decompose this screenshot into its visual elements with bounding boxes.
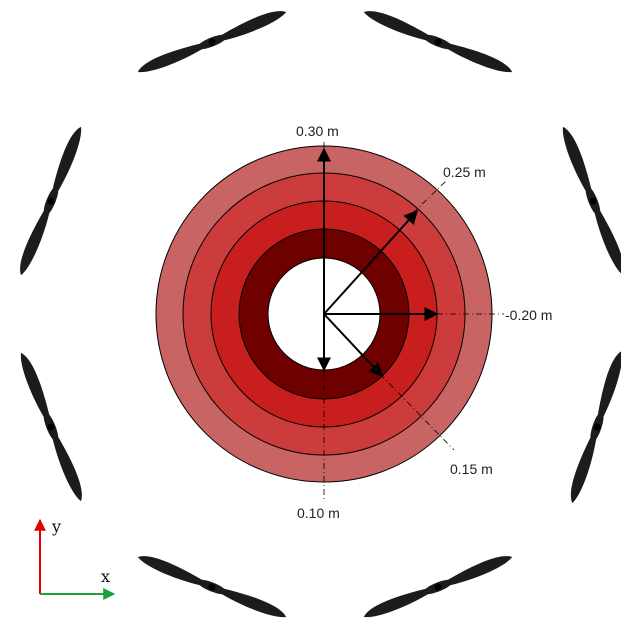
arrow-015 — [323, 313, 383, 378]
label-030: 0.30 m — [296, 123, 339, 139]
label-010: 0.10 m — [297, 505, 340, 521]
label-020: -0.20 m — [505, 307, 552, 323]
arrow-025 — [323, 209, 418, 315]
propeller-blade-icon — [558, 124, 621, 278]
leader-025 — [412, 179, 448, 214]
propeller-blade-icon — [566, 348, 621, 505]
propeller-blade-icon — [16, 350, 87, 504]
propeller-blade-icon — [135, 551, 289, 622]
propeller-blade-icon — [135, 6, 289, 77]
propeller-blade-icon — [361, 551, 515, 622]
propeller-blade-icon — [15, 124, 86, 278]
x-axis-label: x — [101, 567, 110, 586]
label-015: 0.15 m — [450, 461, 493, 477]
label-025: 0.25 m — [443, 164, 486, 180]
y-axis-label: y — [51, 517, 61, 536]
propeller-blade-icon — [361, 6, 515, 77]
leader-015 — [379, 373, 455, 451]
